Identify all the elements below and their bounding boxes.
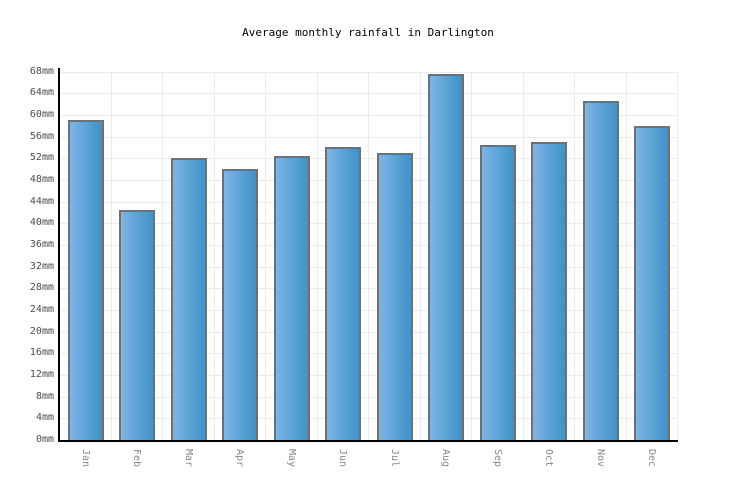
v-gridline-4: [265, 71, 266, 440]
x-tick-label-jun: Jun: [337, 449, 349, 468]
chart-title: Average monthly rainfall in Darlington: [242, 26, 494, 39]
v-gridline-2: [162, 71, 163, 440]
bar-oct: [531, 141, 568, 440]
v-gridline-1: [110, 71, 112, 440]
x-tick-label-apr: Apr: [234, 449, 246, 468]
h-gridline-48mm: [60, 179, 678, 181]
x-tick-label-may: May: [285, 449, 297, 468]
x-tick-label-aug: Aug: [440, 449, 452, 468]
bar-dec: [634, 125, 671, 440]
y-tick-label-32mm: 32mm: [29, 260, 54, 272]
bar-nov: [582, 101, 619, 440]
x-tick-label-dec: Dec: [646, 449, 658, 468]
y-tick-label-0mm: 0mm: [35, 434, 54, 445]
y-tick-label-60mm: 60mm: [29, 108, 54, 120]
v-gridline-8: [471, 71, 472, 440]
bar-jul: [376, 152, 413, 440]
h-gridline-4mm: [60, 418, 678, 420]
y-tick-label-20mm: 20mm: [29, 325, 54, 337]
x-axis-line: [58, 440, 678, 442]
y-axis-line: [58, 68, 60, 442]
plot-area: [60, 71, 678, 440]
x-tick-label-nov: Nov: [594, 449, 606, 468]
y-tick-label-36mm: 36mm: [29, 238, 54, 250]
bar-sep: [479, 144, 516, 440]
v-gridline-10: [574, 71, 575, 440]
v-gridline-9: [522, 71, 524, 440]
x-tick-label-sep: Sep: [491, 449, 503, 468]
x-tick-label-feb: Feb: [131, 449, 143, 468]
h-gridline-28mm: [60, 288, 678, 290]
bar-jun: [325, 147, 362, 440]
h-gridline-40mm: [60, 223, 678, 225]
y-tick-label-40mm: 40mm: [29, 217, 54, 229]
y-tick-label-8mm: 8mm: [35, 390, 54, 402]
bar-mar: [170, 158, 207, 440]
h-gridline-16mm: [60, 353, 678, 355]
y-tick-label-48mm: 48mm: [29, 173, 54, 185]
y-tick-label-16mm: 16mm: [29, 347, 54, 359]
y-tick-label-28mm: 28mm: [29, 282, 54, 294]
bar-apr: [222, 169, 259, 440]
v-gridline-3: [213, 71, 215, 440]
x-tick-label-jul: Jul: [388, 449, 400, 468]
y-tick-label-56mm: 56mm: [29, 130, 54, 142]
x-tick-label-mar: Mar: [182, 449, 194, 468]
h-gridline-24mm: [60, 309, 678, 311]
y-tick-label-64mm: 64mm: [29, 87, 54, 99]
y-tick-label-24mm: 24mm: [29, 303, 54, 315]
v-gridline-11: [625, 71, 627, 440]
bar-aug: [428, 74, 465, 440]
y-tick-label-12mm: 12mm: [29, 368, 54, 380]
x-tick-label-oct: Oct: [543, 449, 555, 468]
h-gridline-68mm: [60, 71, 678, 73]
v-gridline-5: [316, 71, 318, 440]
h-gridline-60mm: [60, 114, 678, 116]
bar-feb: [119, 209, 156, 440]
h-gridline-56mm: [60, 136, 678, 138]
y-tick-label-44mm: 44mm: [29, 195, 54, 207]
h-gridline-8mm: [60, 396, 678, 398]
bar-jan: [67, 120, 104, 440]
h-gridline-20mm: [60, 331, 678, 333]
h-gridline-44mm: [60, 201, 678, 203]
v-gridline-7: [419, 71, 421, 440]
x-tick-label-jan: Jan: [79, 449, 91, 468]
h-gridline-32mm: [60, 266, 678, 268]
y-tick-label-68mm: 68mm: [29, 65, 54, 77]
bar-may: [273, 155, 310, 440]
h-gridline-12mm: [60, 374, 678, 376]
y-tick-label-4mm: 4mm: [35, 412, 54, 424]
v-gridline-6: [368, 71, 369, 440]
v-gridline-12: [677, 71, 678, 440]
y-tick-label-52mm: 52mm: [29, 152, 54, 164]
h-gridline-64mm: [60, 93, 678, 95]
h-gridline-52mm: [60, 158, 678, 160]
h-gridline-36mm: [60, 244, 678, 246]
